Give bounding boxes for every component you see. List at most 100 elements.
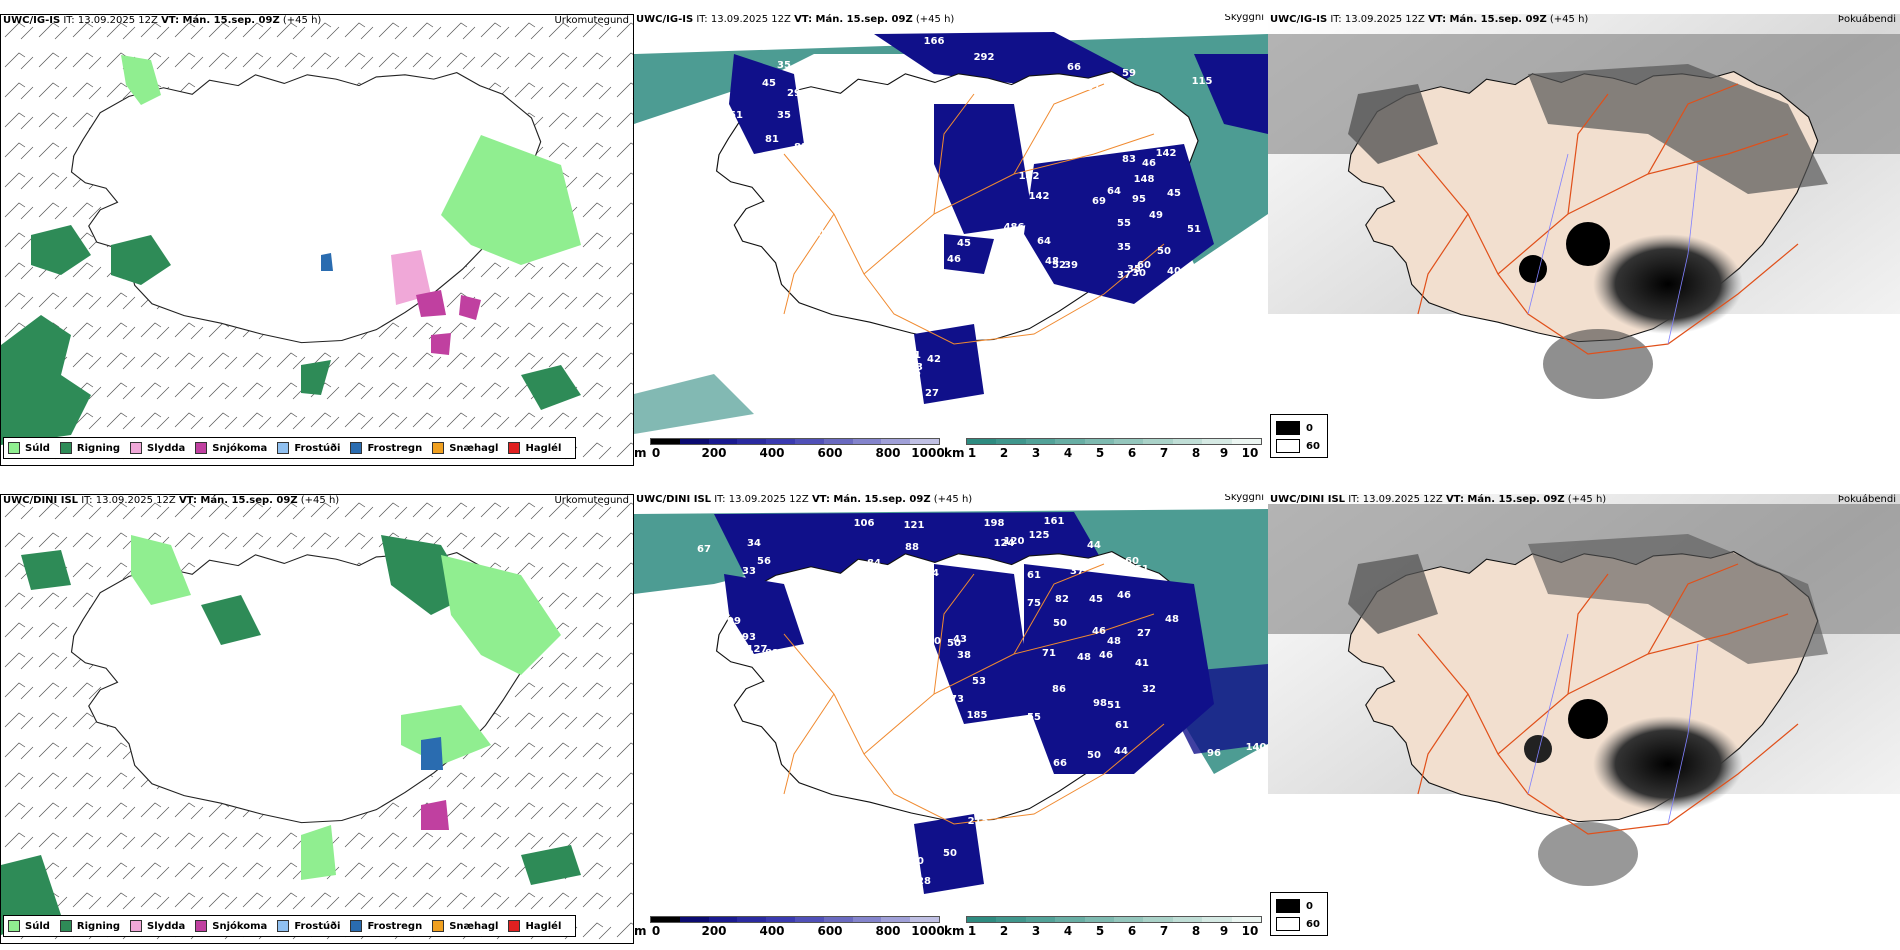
elevation-label: 19 [1092,124,1106,135]
colorbar-unit: km [944,446,965,460]
elevation-label: 30 [1132,268,1146,279]
product-label: Skyggni [1224,494,1264,503]
elevation-label: 45 [1167,188,1181,199]
elevation-label: 46 [1099,650,1113,661]
elevation-label: 33 [742,566,756,577]
colorbar-tick: 1 [967,924,977,938]
elevation-label: 86 [1052,684,1066,695]
fog-panel-top: UWC/IG-IS IT: 13.09.2025 12Z VT: Mán. 15… [1268,14,1900,466]
elevation-label: 48 [1107,636,1121,647]
product-label: Skyggni [1224,14,1264,23]
elevation-label: 50 [927,636,941,647]
elevation-label: 125 [1029,530,1050,541]
elevation-label: 33 [822,590,836,601]
legend-drizzle: Súld [8,920,50,932]
legend-drizzle: Súld [8,442,50,454]
colorbar-tick: 10 [1241,924,1259,938]
product-label: Þokuábendi [1837,14,1896,25]
ceiling-colorbar: m 0 200 400 600 800 1000 [634,438,945,466]
colorbar-tick: 4 [1063,446,1073,460]
colorbar-tick: 8 [1191,924,1201,938]
legend-hail: Haglél [508,920,561,932]
elevation-label: 44 [1087,540,1101,551]
colorbar-tick: 600 [817,924,843,938]
colorbar-tick: 200 [701,446,727,460]
elevation-label: 38 [957,650,971,661]
elevation-label: 27 [925,388,939,399]
elevation-label: 48 [1165,614,1179,625]
elevation-label: 32 [1142,684,1156,695]
rain-area [21,550,71,590]
legend-sleet: Slydda [130,442,185,454]
colorbar-tick: 400 [759,924,785,938]
elevation-label: 121 [904,520,925,531]
freezing-rain-area [321,253,333,271]
drizzle-area [121,55,161,105]
colorbar-tick: 7 [1159,924,1169,938]
cloud-panel-top: 166 292 316 35 45 29 35 51 81 81 66 59 115 291 97 19 83 1… [634,14,1268,466]
elevation-label: 43 [953,634,967,645]
drizzle-area [441,555,561,675]
precip-panel-bottom: UWC/DINI ISL IT: 13.09.2025 12Z VT: Mán.… [0,494,634,944]
colorbar-tick: 10 [1241,446,1259,460]
colorbar-tick: 3 [1031,924,1041,938]
elevation-label: 35 [777,110,791,121]
elevation-label: 81 [765,134,779,145]
elevation-label: 291 [1080,82,1101,93]
colorbar-unit: m [634,924,647,938]
elevation-label: 106 [854,518,875,529]
colorbar-unit: m [634,446,647,460]
elevation-label: 46 [1142,158,1156,169]
elevation-label: 51 [1187,224,1201,235]
colorbar-tick: 0 [651,446,661,460]
elevation-label: 61 [1115,720,1129,731]
elevation-label: 45 [1089,594,1103,605]
elevation-label: 60 [1137,260,1151,271]
legend-sleet: Slydda [130,920,185,932]
colorbar-tick: 9 [1219,446,1229,460]
elevation-label: 35 [1127,264,1141,275]
colorbar-tick: 0 [651,924,661,938]
elevation-label: 37 [1117,270,1131,281]
panel-header: UWC/IG-IS IT: 13.09.2025 12Z VT: Mán. 15… [636,14,955,25]
legend-freezing-rain: Frostregn [350,442,422,454]
colorbar-tick: 6 [1127,446,1137,460]
precip-map-top [1,15,633,465]
colorbar-tick: 4 [1063,924,1073,938]
visibility-colorbar: km 1 2 3 4 5 6 7 8 9 10 [944,916,1264,944]
elevation-label: 67 [697,544,711,555]
legend-snow: Snjókoma [195,920,267,932]
elevation-label: 53 [909,362,923,373]
elevation-label: 44 [1114,746,1128,757]
elevation-label: 64 [887,588,901,599]
elevation-label: 423 [892,266,913,277]
elevation-label: 107 [789,228,810,239]
legend-snow-pellets: Snæhagl [432,920,498,932]
colorbar-tick: 800 [875,446,901,460]
elevation-label: 61 [1027,570,1041,581]
elevation-label: 82 [1055,594,1069,605]
elevation-label: 93 [742,632,756,643]
drizzle-area [301,825,336,880]
visibility-colorbar: km 1 2 3 4 5 6 7 8 9 10 [944,438,1264,466]
elevation-label: 75 [1027,598,1041,609]
elevation-label: 73 [950,694,964,705]
precip-legend: Súld Rigning Slydda Snjókoma Frostúði Fr… [3,915,577,937]
legend-rain: Rigning [59,442,120,454]
elevation-label: 50 [943,848,957,859]
colorbar-tick: 8 [1191,446,1201,460]
fog-legend-low: 0 [1306,422,1313,434]
precip-legend: Súld Rigning Slydda Snjókoma Frostúði Fr… [3,437,577,459]
elevation-label: 40 [1167,266,1181,277]
elevation-label: 35 [777,60,791,71]
elevation-label: 51 [1107,700,1121,711]
fog-legend-high: 60 [1306,440,1320,452]
drizzle-area [131,535,191,605]
elevation-label: 36 [1082,326,1096,337]
legend-freezing-rain: Frostregn [350,920,422,932]
colorbar-tick: 5 [1095,924,1105,938]
precip-map-bottom [1,495,633,943]
colorbar-tick: 800 [875,924,901,938]
elevation-label: 129 [759,662,780,673]
